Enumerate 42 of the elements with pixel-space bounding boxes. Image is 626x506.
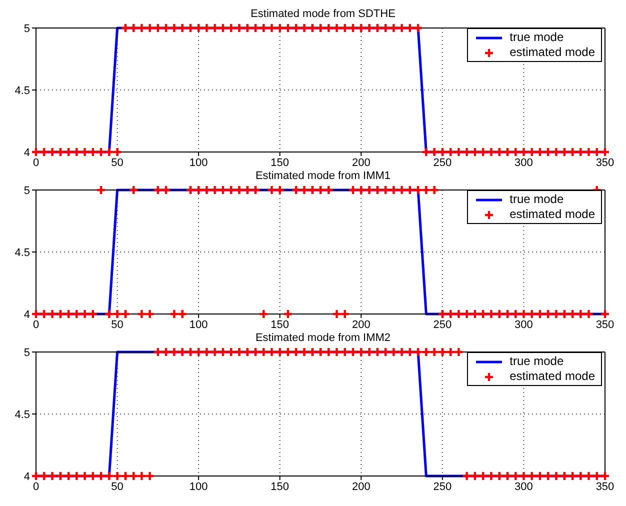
- x-tick-label: 200: [352, 480, 370, 493]
- y-tick-label: 5: [24, 184, 30, 197]
- legend-label: estimated mode: [510, 45, 595, 60]
- y-tick-label: 4.5: [14, 246, 30, 259]
- y-tick-label: 4: [24, 308, 30, 321]
- x-tick-label: 50: [111, 156, 124, 169]
- legend-label: true mode: [510, 354, 564, 369]
- legend-label: estimated mode: [510, 207, 595, 222]
- legend-label: true mode: [510, 30, 564, 45]
- x-tick-label: 100: [189, 480, 208, 493]
- x-tick-label: 50: [111, 480, 124, 493]
- x-tick-label: 300: [514, 318, 533, 331]
- x-tick-label: 150: [270, 480, 290, 493]
- x-tick-label: 350: [596, 318, 614, 331]
- y-tick-label: 5: [24, 346, 30, 359]
- x-tick-label: 300: [514, 156, 533, 169]
- x-tick-label: 100: [189, 318, 208, 331]
- x-tick-label: 300: [514, 480, 533, 493]
- x-tick-label: 150: [270, 156, 290, 169]
- y-tick-label: 4.5: [14, 84, 30, 97]
- x-tick-label: 0: [32, 156, 40, 169]
- x-tick-label: 250: [433, 480, 452, 493]
- x-tick-label: 150: [270, 318, 290, 331]
- legend-label: estimated mode: [510, 369, 595, 384]
- y-tick-label: 4: [24, 470, 30, 483]
- x-tick-label: 200: [352, 318, 370, 331]
- x-tick-label: 50: [111, 318, 124, 331]
- chart-title: Estimated mode from SDTHE: [250, 8, 396, 21]
- x-tick-label: 350: [596, 480, 614, 493]
- y-tick-label: 4.5: [14, 408, 30, 421]
- x-tick-label: 350: [596, 156, 614, 169]
- x-tick-label: 0: [32, 318, 40, 331]
- chart-title: Estimated mode from IMM1: [254, 170, 392, 183]
- y-tick-label: 4: [24, 146, 30, 159]
- x-tick-label: 0: [32, 480, 40, 493]
- x-tick-label: 200: [352, 156, 370, 169]
- y-tick-label: 5: [24, 22, 30, 35]
- legend-label: true mode: [510, 192, 564, 207]
- x-tick-label: 100: [189, 156, 208, 169]
- chart-title: Estimated mode from IMM2: [254, 332, 392, 345]
- x-tick-label: 250: [433, 318, 452, 331]
- x-tick-label: 250: [433, 156, 452, 169]
